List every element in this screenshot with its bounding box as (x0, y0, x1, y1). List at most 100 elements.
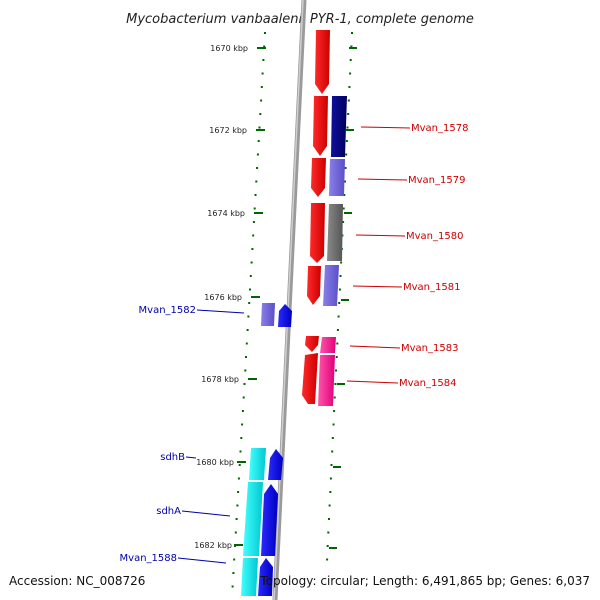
guide-dot (236, 504, 239, 507)
guide-dot (232, 572, 235, 574)
guide-dot (335, 356, 338, 358)
guide-dot (345, 153, 348, 156)
guide-dot (253, 207, 256, 210)
guide-dot (254, 194, 257, 196)
guide-dot (241, 410, 244, 412)
right-strand-genes (318, 96, 347, 406)
guide-dot (338, 302, 341, 304)
left-strand-genes (241, 303, 292, 596)
accession-text: Accession: NC_008726 (9, 574, 145, 588)
gene-block-mvan-1580[interactable] (327, 204, 343, 261)
gene-block-mvan-1583[interactable] (320, 337, 336, 353)
genome-axis (272, 0, 307, 600)
guide-dot (347, 99, 350, 102)
guide-dot (234, 531, 237, 534)
gene-block-sdha[interactable] (243, 482, 263, 556)
gene-label[interactable]: Mvan_1582 (139, 305, 196, 316)
gene-arrow[interactable] (302, 353, 318, 404)
gene-arrow[interactable] (315, 30, 330, 94)
gene-block-mvan-1581[interactable] (323, 265, 339, 306)
guide-dot (252, 221, 255, 223)
guide-dot (336, 329, 339, 331)
guide-dot (256, 167, 259, 169)
scale-label: 1674 kbp (207, 209, 245, 218)
guide-dot (239, 450, 242, 453)
guide-dot (338, 288, 341, 291)
guide-dot (332, 423, 335, 426)
gene-block-mvan-1588[interactable] (241, 558, 258, 596)
gene-arrow-sdha[interactable] (261, 484, 278, 556)
gene-arrow[interactable] (311, 158, 326, 197)
guide-dot (231, 585, 234, 588)
genome-stats-text: Topology: circular; Length: 6,491,865 bp… (259, 574, 590, 588)
guide-dot (235, 518, 238, 520)
gene-arrow-sdhb[interactable] (268, 449, 283, 480)
guide-dot (342, 207, 345, 210)
guide-dot (238, 464, 241, 466)
scale-ticks: 1670 kbp 1672 kbp 1674 kbp 1676 kbp 1678… (194, 44, 266, 550)
gene-label[interactable]: sdhA (156, 506, 181, 517)
guide-dot (263, 45, 266, 48)
guide-dot (333, 410, 336, 412)
scale-label: 1682 kbp (194, 541, 232, 550)
guide-dot (328, 518, 330, 520)
gene-arrow-mvan-1588[interactable] (258, 558, 273, 596)
guide-dot (349, 59, 352, 61)
gene-label[interactable]: sdhB (160, 452, 185, 463)
guide-dot (248, 302, 251, 304)
gene-label[interactable]: Mvan_1581 (403, 282, 460, 293)
left-gene-labels: Mvan_1582 sdhB sdhA Mvan_1588 (120, 305, 245, 564)
gene-block-mvan-1584[interactable] (318, 355, 335, 406)
guide-dot (247, 315, 250, 318)
guide-dot (240, 437, 243, 439)
guide-dot (328, 504, 331, 507)
guide-dot (331, 450, 334, 453)
guide-dot (335, 369, 337, 372)
gene-arrow[interactable] (305, 336, 319, 352)
guide-dot (233, 558, 236, 561)
gene-label[interactable]: Mvan_1584 (399, 378, 456, 389)
guide-dot (250, 261, 253, 264)
guide-dot (326, 558, 329, 561)
guide-dot (244, 369, 247, 372)
gene-label[interactable]: Mvan_1579 (408, 175, 465, 186)
gene-block-sdhb[interactable] (249, 448, 266, 480)
guide-dot (346, 126, 349, 129)
scale-label: 1678 kbp (201, 375, 239, 384)
guide-dot (252, 234, 255, 237)
gene-block-mvan-1578[interactable] (331, 96, 347, 157)
gene-label[interactable]: Mvan_1583 (401, 343, 458, 354)
gene-label[interactable]: Mvan_1588 (120, 553, 177, 564)
gene-arrow[interactable] (307, 266, 321, 305)
forward-strand-genes (302, 30, 330, 404)
gene-arrow-mvan-1582[interactable] (278, 304, 292, 327)
scale-label: 1670 kbp (210, 44, 248, 53)
guide-dot (333, 396, 336, 399)
gene-label[interactable]: Mvan_1578 (411, 123, 468, 134)
guide-dot (257, 140, 260, 142)
gene-block-mvan-1579[interactable] (329, 159, 345, 196)
gene-block-mvan-1582[interactable] (261, 303, 275, 326)
guide-dots (231, 32, 353, 588)
guide-dot (245, 356, 247, 358)
guide-dot (345, 140, 348, 142)
guide-dot (349, 72, 352, 75)
genome-axis-highlight (273, 0, 304, 600)
gene-arrow[interactable] (313, 96, 328, 156)
guide-dot (237, 491, 240, 493)
guide-dot (330, 464, 333, 466)
guide-dot (347, 113, 350, 115)
scale-label: 1676 kbp (204, 293, 242, 302)
guide-dot (251, 248, 254, 250)
guide-dot (344, 180, 346, 183)
guide-dot (261, 72, 264, 75)
guide-dot (258, 126, 261, 129)
guide-dot (327, 531, 330, 534)
guide-dot (256, 153, 259, 156)
gene-label[interactable]: Mvan_1580 (406, 231, 463, 242)
guide-dot (237, 477, 240, 480)
guide-dot (242, 396, 245, 399)
guide-dot (260, 99, 263, 102)
guide-dot (326, 545, 329, 547)
gene-arrow[interactable] (310, 203, 325, 263)
